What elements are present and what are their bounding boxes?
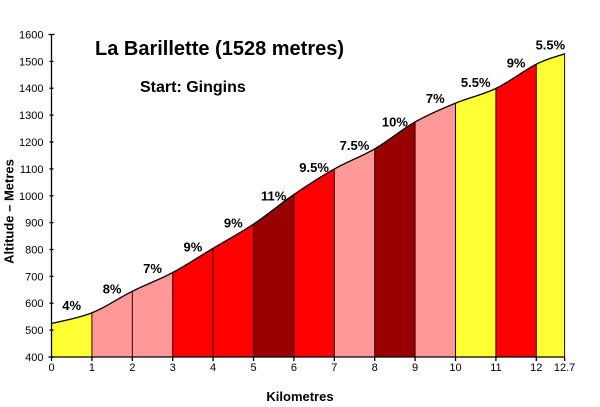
svg-text:0: 0 — [48, 362, 54, 374]
svg-text:5.5%: 5.5% — [536, 37, 566, 52]
svg-text:1400: 1400 — [19, 83, 43, 95]
svg-text:3: 3 — [170, 362, 176, 374]
svg-text:7%: 7% — [426, 91, 445, 106]
svg-text:9: 9 — [412, 362, 418, 374]
svg-text:800: 800 — [25, 245, 43, 257]
svg-text:12.7: 12.7 — [554, 362, 575, 374]
svg-text:9%: 9% — [507, 56, 526, 71]
svg-text:9.5%: 9.5% — [299, 160, 329, 175]
svg-text:600: 600 — [25, 298, 43, 310]
svg-text:8: 8 — [372, 362, 378, 374]
svg-text:1500: 1500 — [19, 56, 43, 68]
svg-text:4: 4 — [210, 362, 216, 374]
svg-text:900: 900 — [25, 218, 43, 230]
svg-text:10%: 10% — [382, 114, 408, 129]
svg-text:1300: 1300 — [19, 110, 43, 122]
svg-text:1100: 1100 — [20, 164, 44, 176]
svg-text:1: 1 — [89, 362, 95, 374]
svg-text:1600: 1600 — [19, 30, 43, 42]
svg-text:1000: 1000 — [19, 191, 43, 203]
svg-text:12: 12 — [530, 362, 542, 374]
svg-text:8%: 8% — [103, 282, 122, 297]
svg-text:7.5%: 7.5% — [340, 138, 370, 153]
svg-text:9%: 9% — [224, 216, 243, 231]
svg-text:11%: 11% — [261, 188, 287, 203]
svg-text:700: 700 — [25, 271, 43, 283]
svg-text:1200: 1200 — [19, 137, 43, 149]
svg-text:5: 5 — [250, 362, 256, 374]
svg-text:500: 500 — [25, 325, 43, 337]
svg-text:400: 400 — [25, 352, 43, 364]
svg-text:7%: 7% — [143, 261, 162, 276]
svg-text:10: 10 — [449, 362, 461, 374]
svg-text:6: 6 — [291, 362, 297, 374]
svg-text:4%: 4% — [62, 298, 81, 313]
svg-text:9%: 9% — [184, 240, 203, 255]
svg-text:11: 11 — [490, 362, 501, 374]
svg-text:2: 2 — [129, 362, 135, 374]
svg-text:5.5%: 5.5% — [461, 75, 491, 90]
svg-text:7: 7 — [331, 362, 337, 374]
